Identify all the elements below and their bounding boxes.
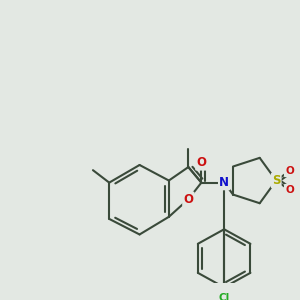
Text: O: O — [285, 185, 294, 195]
Text: O: O — [183, 193, 194, 206]
Text: Cl: Cl — [218, 293, 230, 300]
Text: N: N — [219, 176, 229, 189]
Text: O: O — [285, 166, 294, 176]
Text: S: S — [272, 174, 280, 187]
Text: O: O — [196, 156, 206, 170]
